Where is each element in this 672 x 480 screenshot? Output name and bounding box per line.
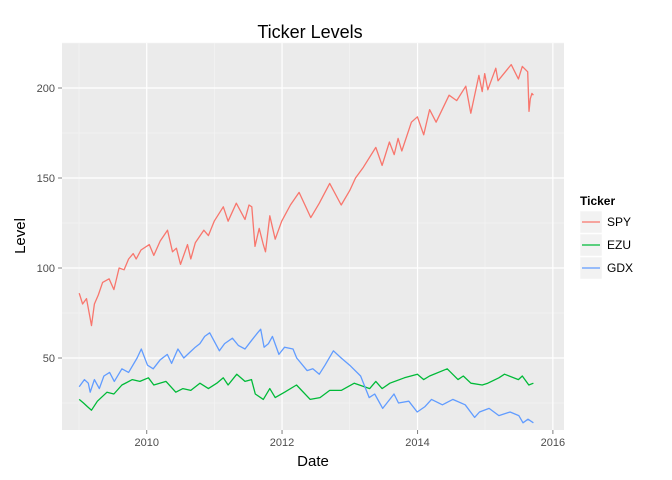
series-line-spy bbox=[78, 63, 534, 327]
legend-title: Ticker bbox=[580, 194, 615, 208]
y-axis-title: Level bbox=[12, 218, 29, 254]
series-lines bbox=[78, 63, 534, 424]
y-tick-label: 50 bbox=[43, 353, 55, 365]
major-gridlines bbox=[62, 43, 564, 430]
x-tick-label: 2016 bbox=[541, 437, 565, 449]
minor-gridlines bbox=[62, 42, 564, 430]
x-tick-label: 2014 bbox=[405, 437, 429, 449]
legend: Ticker SPY EZU GDX bbox=[579, 194, 633, 280]
chart-title: Ticker Levels bbox=[257, 22, 362, 42]
series-line-ezu bbox=[78, 368, 534, 411]
x-tick-label: 2010 bbox=[134, 437, 158, 449]
legend-label-spy: SPY bbox=[607, 215, 631, 229]
y-tick-label: 150 bbox=[37, 173, 55, 185]
x-tick-label: 2012 bbox=[270, 437, 294, 449]
y-axis-ticks: 50 100 150 200 bbox=[37, 83, 62, 365]
plot-panel bbox=[62, 43, 564, 430]
y-tick-label: 100 bbox=[37, 263, 55, 275]
y-tick-label: 200 bbox=[37, 83, 55, 95]
series-line-gdx bbox=[78, 328, 534, 424]
x-axis-title: Date bbox=[297, 453, 329, 470]
legend-label-ezu: EZU bbox=[607, 238, 631, 252]
x-axis-ticks: 2010 2012 2014 2016 bbox=[134, 430, 565, 449]
legend-label-gdx: GDX bbox=[607, 261, 633, 275]
